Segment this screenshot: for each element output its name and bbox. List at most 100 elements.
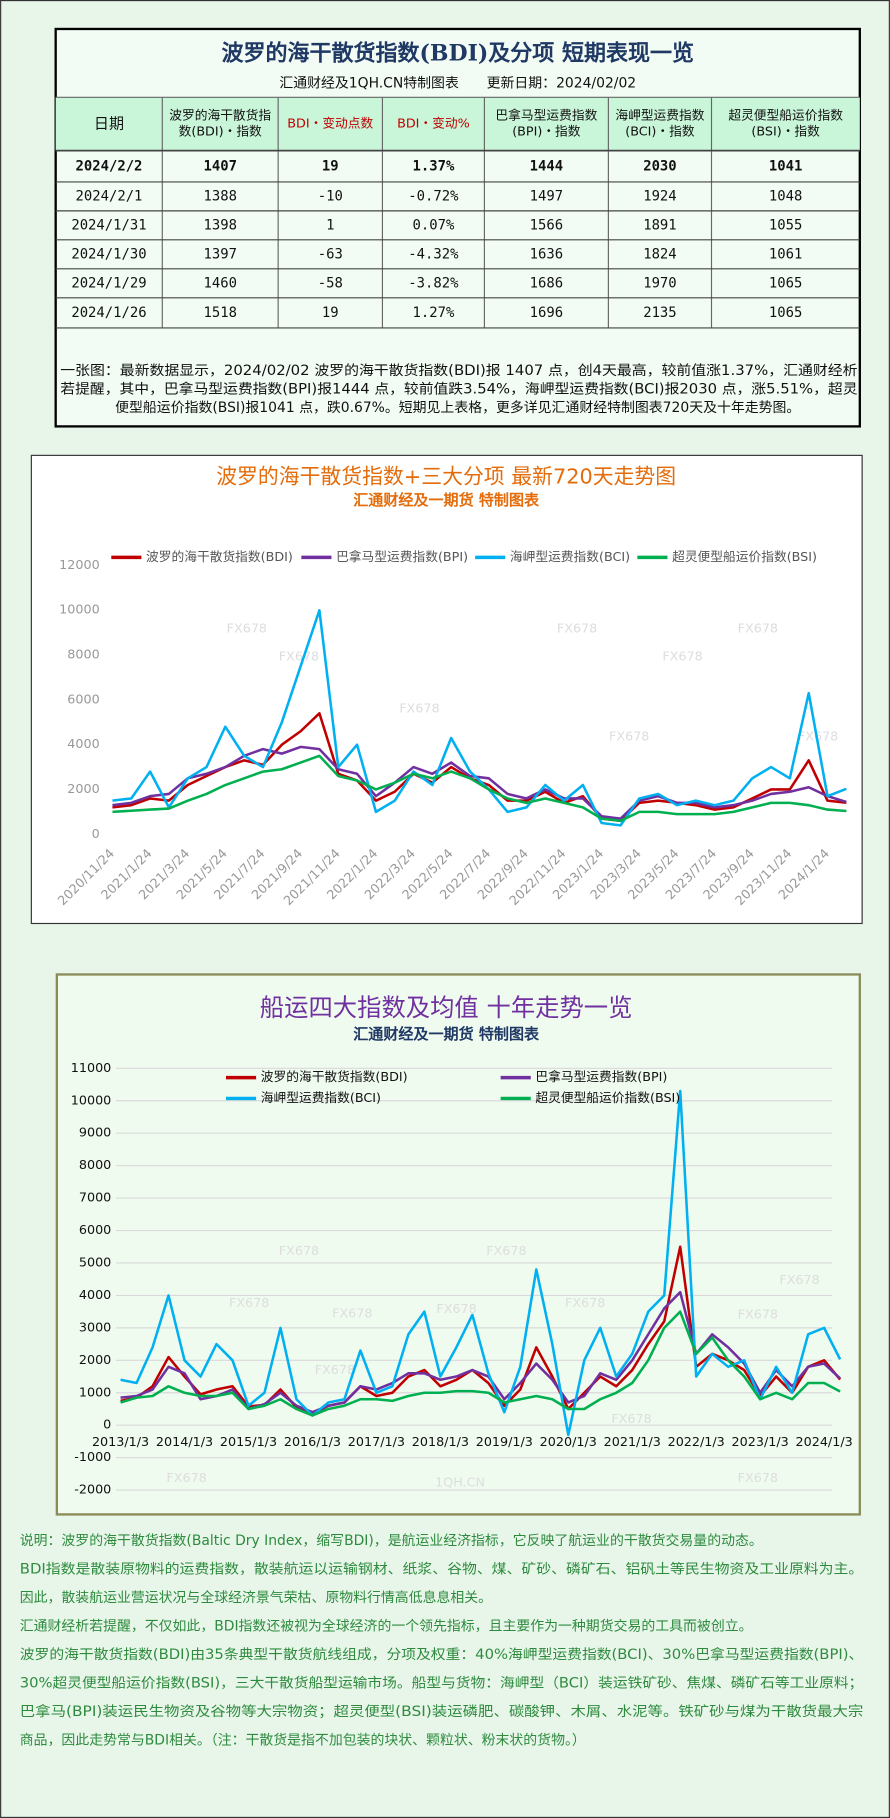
legend-label: 巴拿马型运费指数(BPI) [535, 1069, 667, 1085]
table-cell: -3.82% [408, 275, 459, 291]
legend-label: 海岬型运费指数(BCI) [261, 1091, 381, 1106]
y-tick-label: 6000 [67, 692, 99, 707]
note-line: 巴拿马(BPI)装运民生物资及谷物等大宗物资；超灵便型(BSI)装运磷肥、碳酸钾… [20, 1703, 864, 1720]
y-tick-label: 9000 [79, 1126, 111, 1141]
column-header: 海岬型运费指数 [615, 108, 704, 123]
table-cell: 2024/1/29 [71, 275, 146, 291]
column-header: 日期 [94, 114, 124, 132]
series-line [120, 1310, 841, 1417]
column-header: BDI・变动% [397, 115, 470, 131]
series-line [112, 754, 847, 823]
table-cell: 1407 [203, 158, 236, 174]
chart1-frame [30, 454, 863, 925]
y-tick-label: 5000 [79, 1255, 111, 1270]
watermark: FX678 [662, 649, 702, 664]
y-tick-label: 0 [92, 827, 100, 842]
summary-line: 一张图：最新数据显示，2024/02/02 波罗的海干散货指数(BDI)报 14… [60, 362, 857, 379]
chart-subtitle: 汇通财经及一期货 特制图表 [353, 1025, 540, 1043]
x-tick-label: 2018/1/3 [412, 1435, 469, 1450]
y-tick-label: -2000 [74, 1483, 111, 1498]
column-header: 数(BDI)・指数 [179, 125, 262, 140]
table-cell: 19 [322, 158, 339, 174]
watermark: FX678 [611, 1412, 651, 1427]
table-cell: 1497 [530, 188, 563, 204]
note-line: 30%超灵便型船运价指数(BSI)，三大干散货船型运输市场。船型与货物：海岬型（… [20, 1675, 864, 1692]
watermark: FX678 [798, 729, 838, 744]
watermark: FX678 [486, 1244, 526, 1259]
table-cell: -58 [318, 275, 343, 291]
chart-title: 船运四大指数及均值 十年走势一览 [260, 993, 633, 1022]
y-tick-label: 10000 [71, 1093, 112, 1108]
table-cell: 1824 [643, 246, 676, 262]
x-tick-label: 2022/1/3 [668, 1435, 725, 1450]
legend-label: 超灵便型船运价指数(BSI) [535, 1091, 680, 1106]
table-cell: 1065 [769, 305, 802, 321]
table-header-bg [55, 97, 860, 151]
table-cell: 1636 [530, 246, 563, 262]
column-header: (BCI)・指数 [625, 125, 695, 140]
y-tick-label: 4000 [67, 737, 99, 752]
y-tick-label: 4000 [79, 1288, 111, 1303]
table-cell: -4.32% [408, 246, 459, 262]
watermark: FX678 [229, 1296, 269, 1311]
table-cell: 1061 [769, 246, 802, 262]
summary-line: 便型船运价指数(BSI)报1041 点，跌0.67%。短期见上表格，更多详见汇通… [115, 399, 800, 416]
table-cell: 1891 [643, 217, 676, 233]
table-cell: 1518 [203, 305, 236, 321]
column-header: 超灵便型船运价指数 [728, 108, 843, 123]
watermark: FX678 [399, 702, 439, 717]
x-tick-label: 2015/1/3 [220, 1435, 277, 1450]
watermark: FX678 [565, 1296, 605, 1311]
series-line [120, 1245, 842, 1416]
note-line: 说明：波罗的海干散货指数(Baltic Dry Index，缩写BDI)，是航运… [20, 1532, 763, 1549]
y-tick-label: 8000 [67, 648, 99, 663]
legend-label: 波罗的海干散货指数(BDI) [146, 549, 293, 565]
table-title: 波罗的海干散货指数(BDI)及分项 短期表现一览 [222, 40, 694, 66]
y-tick-label: 8000 [79, 1158, 111, 1173]
chart-title: 波罗的海干散货指数+三大分项 最新720天走势图 [216, 464, 676, 488]
watermark: FX678 [609, 729, 649, 744]
table-cell: 19 [322, 305, 339, 321]
table-cell: 1055 [769, 217, 802, 233]
table-cell: 1460 [203, 275, 236, 291]
table-cell: 2024/2/2 [76, 158, 143, 174]
y-tick-label: 7000 [79, 1191, 111, 1206]
table-cell: 0.07% [412, 217, 454, 233]
table-cell: 1041 [769, 158, 802, 174]
legend-label: 波罗的海干散货指数(BDI) [261, 1069, 408, 1085]
watermark: FX678 [779, 1273, 819, 1288]
table-subtitle: 汇通财经及1QH.CN特制图表 更新日期：2024/02/02 [279, 75, 636, 91]
legend-label: 超灵便型船运价指数(BSI) [672, 550, 817, 565]
table-cell: 2024/1/26 [71, 305, 146, 321]
note-line: 汇通财经析若提醒，不仅如此，BDI指数还被视为全球经济的一个领先指标，且主要作为… [20, 1618, 753, 1635]
watermark: FX678 [738, 1308, 778, 1323]
watermark: FX678 [279, 1244, 319, 1259]
note-line: 商品，因此走势常与BDI相关。（注：干散货是指不加包装的块状、颗粒状、粉末状的货… [20, 1732, 586, 1749]
table-cell: -10 [318, 188, 343, 204]
table-cell: 1 [326, 217, 334, 233]
legend-label: 海岬型运费指数(BCI) [510, 550, 630, 565]
column-header: BDI・变动点数 [287, 115, 373, 131]
column-header: (BPI)・指数 [512, 125, 581, 140]
table-cell: 1065 [769, 275, 802, 291]
y-tick-label: 10000 [59, 603, 100, 618]
x-tick-label: 2017/1/3 [348, 1435, 405, 1450]
series-line [112, 609, 847, 827]
note-line: 因此，散装航运业营运状况与全球经济景气荣枯、原物料行情高低息息相关。 [20, 1589, 492, 1606]
x-tick-label: 2019/1/3 [476, 1435, 533, 1450]
series-line [120, 1089, 842, 1437]
watermark: FX678 [332, 1306, 372, 1321]
table-cell: 1566 [530, 217, 563, 233]
column-header: 巴拿马型运费指数 [495, 107, 597, 123]
y-tick-label: 2000 [79, 1353, 111, 1368]
watermark: FX678 [738, 1471, 778, 1486]
watermark: FX678 [315, 1363, 355, 1378]
table-cell: 2030 [643, 158, 676, 174]
table-cell: -0.72% [408, 188, 459, 204]
note-line: BDI指数是散装原物料的运费指数，散装航运以运输钢材、纸浆、谷物、煤、矿砂、磷矿… [20, 1561, 864, 1578]
table-cell: 1397 [203, 246, 236, 262]
table-cell: 1048 [769, 188, 802, 204]
x-tick-label: 2013/1/3 [92, 1435, 149, 1450]
summary-line: 若提醒，其中，巴拿马型运费指数(BPI)报1444 点，较前值跌3.54%，海岬… [60, 380, 857, 397]
